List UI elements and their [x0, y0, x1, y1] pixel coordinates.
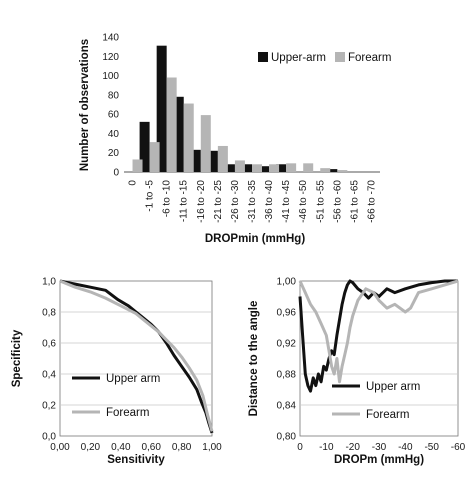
x-tick-label: -41 to -45: [281, 180, 292, 223]
y-tick-label: 0: [113, 168, 119, 179]
x-axis-label: DROPm (mmHg): [334, 454, 424, 466]
y-tick-label: 0,96: [277, 308, 297, 319]
bar-forearm: [286, 163, 297, 172]
x-tick-label: 0,60: [141, 442, 161, 453]
bar-forearm: [132, 159, 143, 172]
x-tick-label: 1,00: [202, 442, 222, 453]
y-tick-label: 1,00: [277, 277, 297, 288]
bar-forearm: [183, 103, 194, 172]
plot-frame: [299, 280, 459, 437]
x-tick-label: 0: [128, 180, 139, 186]
bar-forearm: [252, 164, 262, 172]
x-tick-label: -31 to -35: [247, 180, 258, 223]
legend-label: Upper arm: [106, 373, 160, 385]
plot-frame: [59, 280, 213, 437]
y-tick-label: 1,0: [42, 277, 56, 288]
x-tick-label: -60: [451, 442, 466, 453]
y-tick-label: 0,8: [42, 308, 56, 319]
y-tick-label: 100: [102, 71, 119, 82]
legend-label: Forearm: [348, 52, 391, 64]
x-tick-label: -61 to -65: [349, 180, 360, 223]
legend-label: Upper-arm: [271, 52, 326, 64]
bar-upper-arm: [242, 164, 252, 172]
legend-label: Upper arm: [366, 381, 420, 393]
x-tick-label: 0,20: [81, 442, 101, 453]
bar-upper-arm: [276, 164, 287, 172]
x-tick-label: 0,80: [172, 442, 192, 453]
bar-upper-arm: [259, 166, 270, 172]
bar-forearm: [303, 163, 314, 172]
x-tick-label: -66 to -70: [366, 180, 377, 223]
bar-upper-arm: [327, 169, 338, 172]
y-tick-label: 0,92: [277, 339, 297, 350]
y-tick-label: 0,80: [277, 432, 297, 443]
x-tick-label: -40: [398, 442, 413, 453]
y-tick-label: 20: [108, 148, 120, 159]
x-tick-label: 0,00: [50, 442, 70, 453]
legend-swatch-upper-arm: [258, 52, 268, 62]
y-tick-label: 120: [102, 52, 119, 63]
x-tick-label: 0: [297, 442, 303, 453]
bar-forearm: [217, 145, 228, 172]
roc-chart: 0,0 0,2 0,4 0,6 0,8 1,0 0,00 0,20 0,40 0,60 0,80 1,…: [11, 277, 222, 467]
y-tick-label: 0,2: [42, 401, 56, 412]
x-tick-label: -6 to -10: [162, 180, 173, 218]
x-tick-label: -26 to -30: [230, 180, 241, 223]
x-tick-label: -11 to -15: [179, 180, 190, 222]
y-tick-label: 0,4: [42, 370, 56, 381]
bar-forearm: [269, 164, 280, 172]
histogram-chart: 0 20 40 60 80 100 120 140 0 -1 to -5 -6 to -10 -11 …: [79, 33, 391, 246]
series-line-forearm: [59, 279, 214, 432]
x-axis-label: Sensitivity: [107, 454, 165, 466]
bar-upper-arm: [224, 164, 235, 172]
bar-upper-arm: [190, 149, 201, 172]
x-tick-label: -1 to -5: [145, 180, 156, 212]
bar-forearm: [337, 170, 348, 172]
y-tick-label: 80: [108, 90, 120, 101]
x-tick-label: -21 to -25: [213, 180, 224, 223]
bar-forearm: [166, 77, 177, 172]
bar-upper-arm: [139, 121, 150, 172]
y-tick-label: 0,88: [277, 370, 297, 381]
y-tick-label: 140: [102, 33, 119, 44]
x-tick-label: -20: [345, 442, 360, 453]
x-tick-label: -50: [424, 442, 439, 453]
x-tick-label: -56 to -60: [332, 180, 343, 223]
bar-forearm: [234, 160, 245, 172]
x-tick-label: -51 to -55: [315, 180, 326, 223]
bar-forearm: [320, 168, 331, 172]
legend-label: Forearm: [366, 409, 409, 421]
legend-label: Forearm: [106, 407, 149, 419]
y-tick-label: 0,6: [42, 339, 56, 350]
y-tick-label: 40: [108, 129, 120, 140]
y-tick-label: 0,0: [42, 432, 56, 443]
series-line-upper-arm: [298, 279, 458, 393]
x-axis-label: DROPmin (mmHg): [205, 233, 305, 245]
y-axis-label: Specificity: [11, 329, 23, 387]
y-tick-label: 0,84: [277, 401, 297, 412]
bar-forearm: [200, 115, 211, 172]
x-tick-label: -30: [372, 442, 387, 453]
x-tick-label: -10: [319, 442, 334, 453]
bar-upper-arm: [173, 96, 184, 172]
x-tick-label: -46 to -50: [298, 180, 309, 223]
x-tick-label: -16 to -20: [196, 180, 207, 223]
distance-chart: 0,80 0,84 0,88 0,92 0,96 1,00 0 -10 -20 -30 -40 -50…: [248, 277, 466, 467]
y-axis-label: Distance to the angle: [248, 301, 260, 417]
bar-upper-arm: [207, 150, 218, 172]
y-axis-label: Number of observations: [79, 39, 91, 171]
y-tick-label: 60: [108, 110, 120, 121]
x-tick-label: -36 to -40: [264, 180, 275, 223]
legend-swatch-forearm: [335, 52, 345, 62]
bar-upper-arm: [156, 45, 167, 172]
series-line-forearm: [298, 279, 459, 384]
x-tick-label: 0,40: [111, 442, 131, 453]
bar-forearm: [149, 142, 160, 172]
